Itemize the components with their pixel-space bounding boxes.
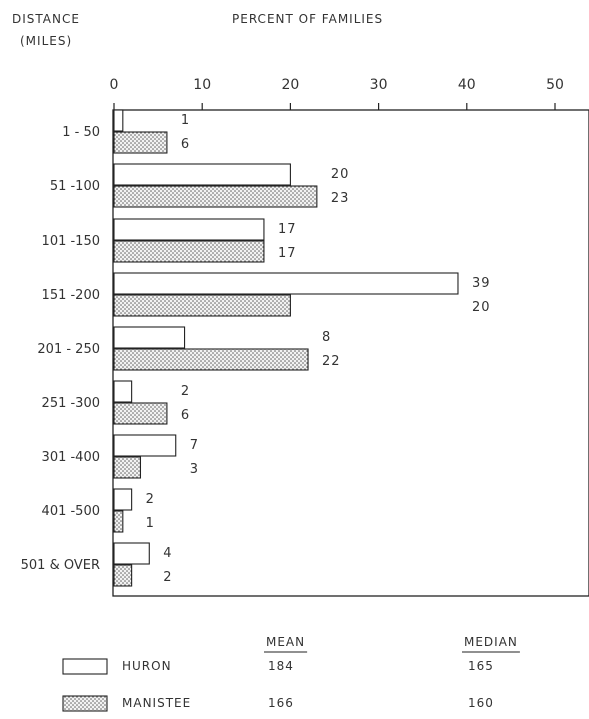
data-label-manistee: 3 (190, 462, 199, 477)
bar-manistee (113, 240, 265, 263)
data-label-manistee: 2 (163, 570, 172, 585)
bar-manistee (113, 402, 168, 425)
legend-swatch-manistee (62, 695, 108, 712)
data-label-huron: 39 (472, 276, 491, 291)
legend-column-header: MEDIAN (464, 635, 518, 649)
bar-huron (113, 272, 459, 295)
bar-manistee (113, 294, 291, 317)
category-label: 1 - 50 (62, 125, 100, 140)
legend-median-value: 160 (468, 696, 494, 710)
data-label-manistee: 6 (181, 408, 190, 423)
data-label-huron: 2 (181, 384, 190, 399)
y-axis-title-line-1: DISTANCE (12, 12, 80, 26)
legend-column-header: MEAN (266, 635, 305, 649)
legend-mean-value: 166 (268, 696, 294, 710)
bar-huron (113, 488, 133, 511)
category-label: 501 & OVER (21, 558, 100, 573)
legend-swatch-huron (62, 658, 108, 675)
category-label: 51 -100 (50, 179, 100, 194)
data-label-manistee: 1 (146, 516, 155, 531)
category-label: 151 -200 (42, 288, 100, 303)
legend-median-value: 165 (468, 659, 494, 673)
data-label-huron: 8 (322, 330, 331, 345)
x-tick-label: 10 (193, 77, 211, 93)
data-label-huron: 20 (331, 167, 350, 182)
data-label-manistee: 23 (331, 191, 350, 206)
bar-manistee (113, 510, 124, 533)
legend-series-name: MANISTEE (122, 696, 191, 710)
data-label-manistee: 17 (278, 246, 297, 261)
category-label: 201 - 250 (37, 342, 100, 357)
data-label-huron: 7 (190, 438, 199, 453)
x-tick-label: 20 (281, 77, 299, 93)
bar-huron (113, 380, 133, 403)
data-label-huron: 2 (146, 492, 155, 507)
bar-manistee (113, 564, 133, 587)
plot-frame (112, 109, 589, 597)
bar-manistee (113, 348, 309, 371)
data-label-manistee: 20 (472, 300, 491, 315)
category-label: 251 -300 (42, 396, 100, 411)
bar-huron (113, 163, 291, 186)
data-label-manistee: 6 (181, 137, 190, 152)
data-label-huron: 4 (163, 546, 172, 561)
y-axis-title-line-2: (MILES) (20, 34, 72, 48)
data-label-manistee: 22 (322, 354, 341, 369)
bar-manistee (113, 456, 142, 479)
data-label-huron: 1 (181, 113, 190, 128)
bar-manistee (113, 131, 168, 154)
x-tick-label: 30 (370, 77, 388, 93)
category-label: 301 -400 (42, 450, 100, 465)
category-label: 401 -500 (42, 504, 100, 519)
bar-huron (113, 109, 124, 132)
x-axis-title: PERCENT OF FAMILIES (232, 12, 383, 26)
legend-mean-value: 184 (268, 659, 294, 673)
category-label: 101 -150 (42, 234, 100, 249)
x-tick-label: 0 (110, 77, 119, 93)
x-tick-label: 50 (546, 77, 564, 93)
bar-huron (113, 542, 150, 565)
legend-series-name: HURON (122, 659, 172, 673)
bar-huron (113, 218, 265, 241)
data-label-huron: 17 (278, 222, 297, 237)
bar-huron (113, 326, 186, 349)
x-tick-label: 40 (458, 77, 476, 93)
bar-manistee (113, 185, 318, 208)
bar-huron (113, 434, 177, 457)
